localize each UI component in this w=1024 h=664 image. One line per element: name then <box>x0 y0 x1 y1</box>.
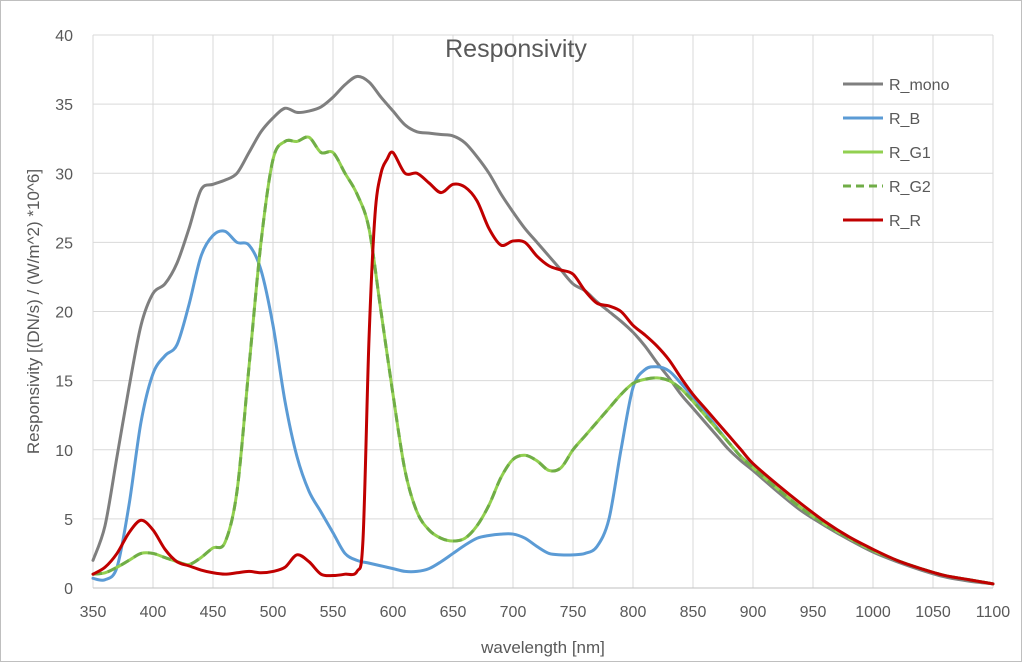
series-lines <box>91 74 995 586</box>
legend: R_mono R_B R_G1 R_G2 R_R <box>843 77 950 230</box>
y-tick-label: 35 <box>55 97 73 114</box>
y-tick-label: 40 <box>55 28 73 45</box>
x-tick-label: 1000 <box>855 604 891 621</box>
x-tick-label: 600 <box>380 604 407 621</box>
legend-label: R_R <box>889 213 921 230</box>
y-tick-label: 5 <box>64 512 73 529</box>
x-tick-label: 500 <box>260 604 287 621</box>
y-tick-label: 20 <box>55 305 73 322</box>
x-tick-label: 950 <box>800 604 827 621</box>
series-line-r-mono <box>91 74 995 586</box>
series-line-r-g2 <box>92 135 994 586</box>
x-tick-label: 700 <box>500 604 527 621</box>
y-axis-title: Responsivity [(DN/s) / (W/m^2) *10^6] <box>24 169 43 454</box>
x-tick-label: 650 <box>440 604 467 621</box>
x-tick-label: 900 <box>740 604 767 621</box>
legend-label: R_G1 <box>889 145 931 162</box>
x-tick-label: 800 <box>620 604 647 621</box>
legend-label: R_mono <box>889 77 950 94</box>
series-line-r-r <box>91 150 995 586</box>
x-tick-label: 400 <box>140 604 167 621</box>
x-tick-label: 350 <box>80 604 107 621</box>
legend-label: R_G2 <box>889 179 931 196</box>
x-tick-label: 1100 <box>976 604 1011 621</box>
series-line-r-g1 <box>91 135 995 586</box>
y-tick-label: 0 <box>64 581 73 598</box>
y-tick-label: 30 <box>55 166 73 183</box>
x-tick-label: 450 <box>200 604 227 621</box>
x-tick-label: 1050 <box>915 604 951 621</box>
legend-label: R_B <box>889 111 920 128</box>
x-tick-label: 850 <box>680 604 707 621</box>
y-tick-label: 15 <box>55 374 73 391</box>
x-tick-label: 750 <box>560 604 587 621</box>
y-tick-label: 10 <box>55 443 73 460</box>
chart-title: Responsivity <box>445 35 587 63</box>
x-tick-label: 550 <box>320 604 347 621</box>
y-tick-label: 25 <box>55 235 73 252</box>
x-axis-title: wavelength [nm] <box>480 638 605 657</box>
axes: 350 400 450 500 550 600 650 700 750 800 850 900 950 1… <box>55 28 1010 621</box>
